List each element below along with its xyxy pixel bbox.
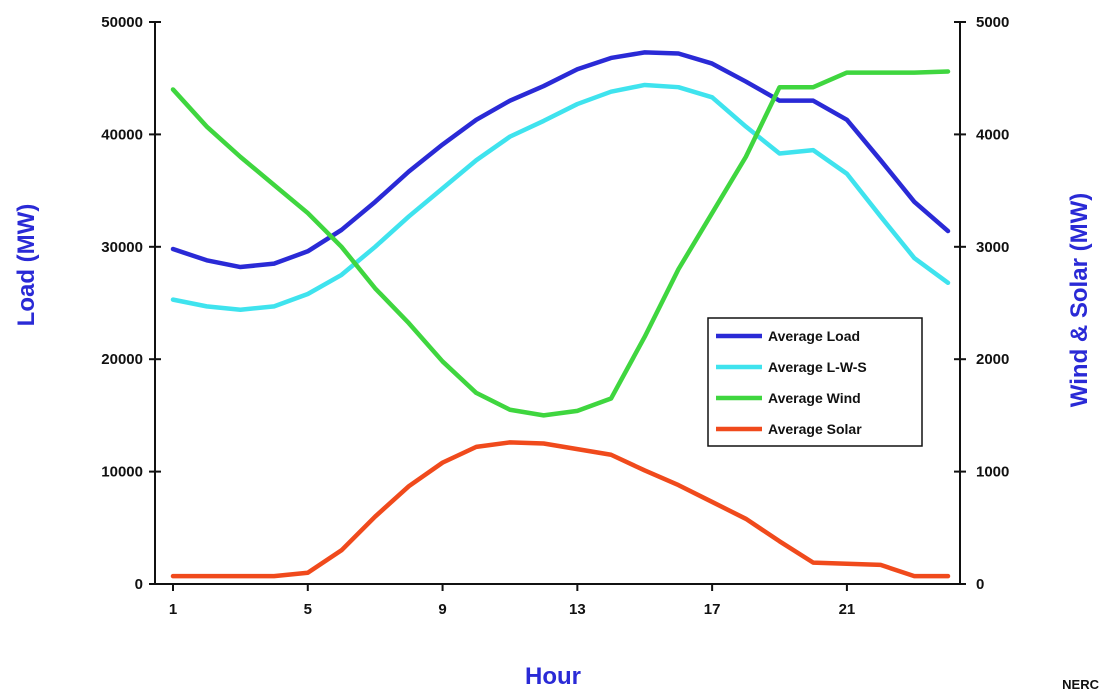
y-right-tick-label: 2000 <box>976 351 1009 368</box>
x-tick-label: 9 <box>438 601 446 618</box>
ticks-layer: 0 10000 20000 30000 40000 50000 0 1000 2000 3000 4… <box>101 14 1009 618</box>
y-left-tick-label: 0 <box>135 576 143 593</box>
series-line-average-load <box>170 50 951 270</box>
x-tick-label: 13 <box>569 601 586 618</box>
series-line-average-wind <box>170 69 951 418</box>
y-axis-left-title: Load (MW) <box>13 204 40 327</box>
legend-label: Average Solar <box>768 421 862 437</box>
x-tick-label: 1 <box>169 601 177 618</box>
x-tick-label: 17 <box>704 601 721 618</box>
y-left-tick-label: 50000 <box>101 14 143 31</box>
y-right-tick-label: 1000 <box>976 464 1009 481</box>
legend: Average Load Average L-W-S Average Wind Ave… <box>707 317 923 447</box>
series-layer <box>170 50 951 579</box>
x-tick-label: 5 <box>304 601 312 618</box>
y-left-tick-label: 30000 <box>101 239 143 256</box>
y-left-tick-label: 10000 <box>101 464 143 481</box>
y-left-tick-label: 20000 <box>101 351 143 368</box>
plot-frame <box>154 22 961 585</box>
corner-mark: NERC <box>1062 677 1099 689</box>
y-right-tick-label: 0 <box>976 576 984 593</box>
legend-box <box>707 317 923 447</box>
series-line-average-l-w-s <box>170 82 951 312</box>
legend-label: Average Wind <box>768 390 861 406</box>
x-axis-title: Hour <box>525 663 581 689</box>
y-axis-right-title: Wind & Solar (MW) <box>1066 193 1093 407</box>
x-tick-label: 21 <box>839 601 856 618</box>
y-right-tick-label: 5000 <box>976 14 1009 31</box>
y-right-tick-label: 4000 <box>976 126 1009 143</box>
legend-label: Average Load <box>768 328 860 344</box>
series-line-average-solar <box>170 440 951 579</box>
y-left-tick-label: 40000 <box>101 126 143 143</box>
legend-label: Average L-W-S <box>768 359 867 375</box>
y-right-tick-label: 3000 <box>976 239 1009 256</box>
